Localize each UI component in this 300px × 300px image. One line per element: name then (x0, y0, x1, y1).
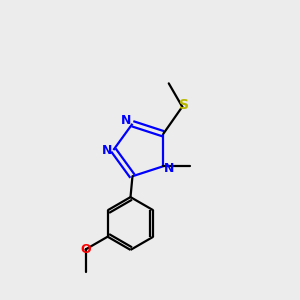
Text: N: N (102, 143, 112, 157)
Text: N: N (121, 114, 132, 127)
Text: N: N (164, 162, 174, 175)
Text: O: O (80, 243, 91, 256)
Text: S: S (179, 98, 189, 112)
